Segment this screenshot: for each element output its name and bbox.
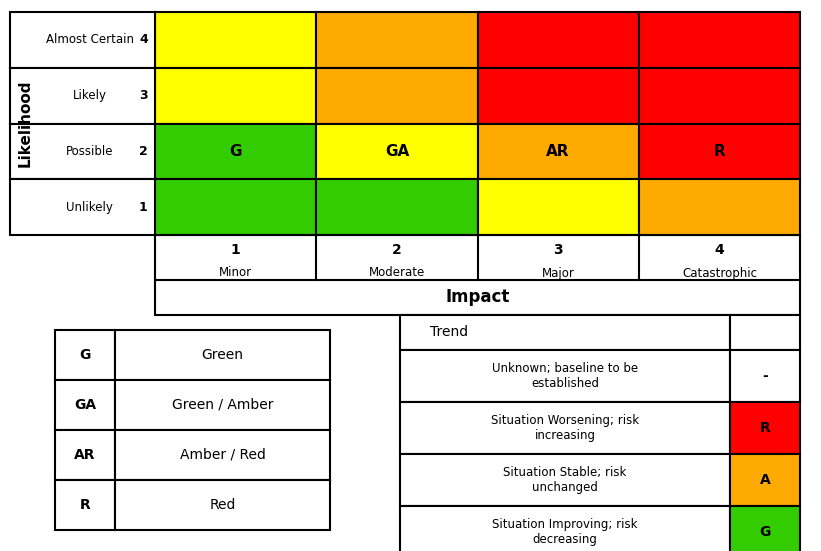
Text: Major: Major bbox=[542, 267, 575, 279]
Text: 3: 3 bbox=[553, 243, 563, 257]
Text: 3: 3 bbox=[139, 89, 148, 102]
Text: 4: 4 bbox=[139, 34, 148, 46]
Text: AR: AR bbox=[546, 144, 570, 159]
Text: Likelihood: Likelihood bbox=[17, 80, 33, 168]
Text: Situation Stable; risk
unchanged: Situation Stable; risk unchanged bbox=[503, 466, 626, 494]
Text: Almost Certain: Almost Certain bbox=[46, 34, 134, 46]
Text: 2: 2 bbox=[139, 145, 148, 158]
Text: R: R bbox=[759, 421, 770, 435]
Text: Unlikely: Unlikely bbox=[67, 201, 113, 214]
Text: A: A bbox=[759, 473, 770, 487]
Text: Unknown; baseline to be
established: Unknown; baseline to be established bbox=[492, 362, 638, 390]
Text: Catastrophic: Catastrophic bbox=[682, 267, 757, 279]
Text: Green: Green bbox=[201, 348, 244, 362]
Text: Minor: Minor bbox=[219, 267, 252, 279]
Text: GA: GA bbox=[74, 398, 96, 412]
Text: Possible: Possible bbox=[66, 145, 113, 158]
Text: Situation Improving; risk
decreasing: Situation Improving; risk decreasing bbox=[493, 518, 638, 546]
Text: 1: 1 bbox=[231, 243, 241, 257]
Text: Likely: Likely bbox=[73, 89, 107, 102]
Text: Green / Amber: Green / Amber bbox=[172, 398, 273, 412]
Text: R: R bbox=[80, 498, 90, 512]
Text: 1: 1 bbox=[139, 201, 148, 214]
Text: Impact: Impact bbox=[445, 289, 510, 306]
Text: Situation Worsening; risk
increasing: Situation Worsening; risk increasing bbox=[491, 414, 639, 442]
Text: Moderate: Moderate bbox=[369, 267, 425, 279]
Text: AR: AR bbox=[74, 448, 96, 462]
Text: G: G bbox=[759, 525, 771, 539]
Text: Red: Red bbox=[209, 498, 236, 512]
Text: GA: GA bbox=[385, 144, 409, 159]
Text: Trend: Trend bbox=[430, 326, 468, 339]
Text: 4: 4 bbox=[714, 243, 724, 257]
Text: Amber / Red: Amber / Red bbox=[180, 448, 265, 462]
Text: 2: 2 bbox=[392, 243, 401, 257]
Text: R: R bbox=[713, 144, 725, 159]
Text: G: G bbox=[229, 144, 242, 159]
Text: G: G bbox=[80, 348, 90, 362]
Text: -: - bbox=[762, 369, 768, 383]
